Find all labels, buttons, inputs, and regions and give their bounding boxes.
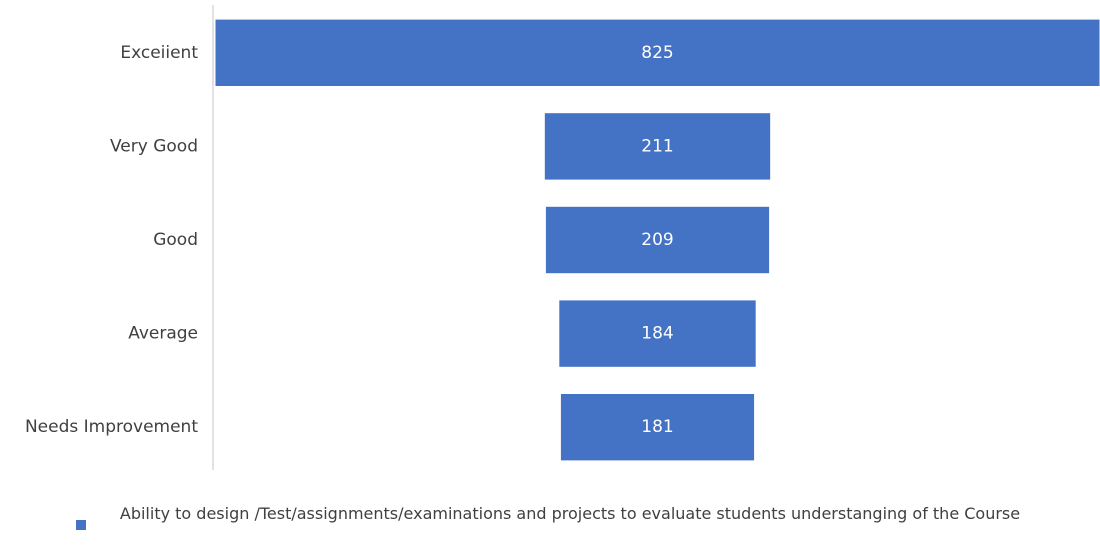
legend: Ability to design /Test/assignments/exam… <box>70 500 1070 530</box>
y-tick-label: Exceiient <box>120 43 198 63</box>
data-label: 209 <box>641 230 673 250</box>
data-label: 181 <box>641 417 673 437</box>
y-tick-label: Average <box>128 324 198 344</box>
bar <box>558 299 757 368</box>
legend-swatch <box>76 520 86 530</box>
y-tick-label: Good <box>153 230 198 250</box>
legend-label: Ability to design /Test/assignments/exam… <box>119 504 1021 523</box>
data-label: 184 <box>641 324 673 344</box>
y-tick-label: Needs Improvement <box>25 417 198 437</box>
y-tick-label: Very Good <box>110 136 198 156</box>
data-label: 825 <box>641 43 673 63</box>
bar <box>543 112 772 181</box>
data-label: 211 <box>641 136 673 156</box>
bar <box>559 393 756 462</box>
bar <box>214 18 1100 87</box>
bar <box>544 205 771 275</box>
